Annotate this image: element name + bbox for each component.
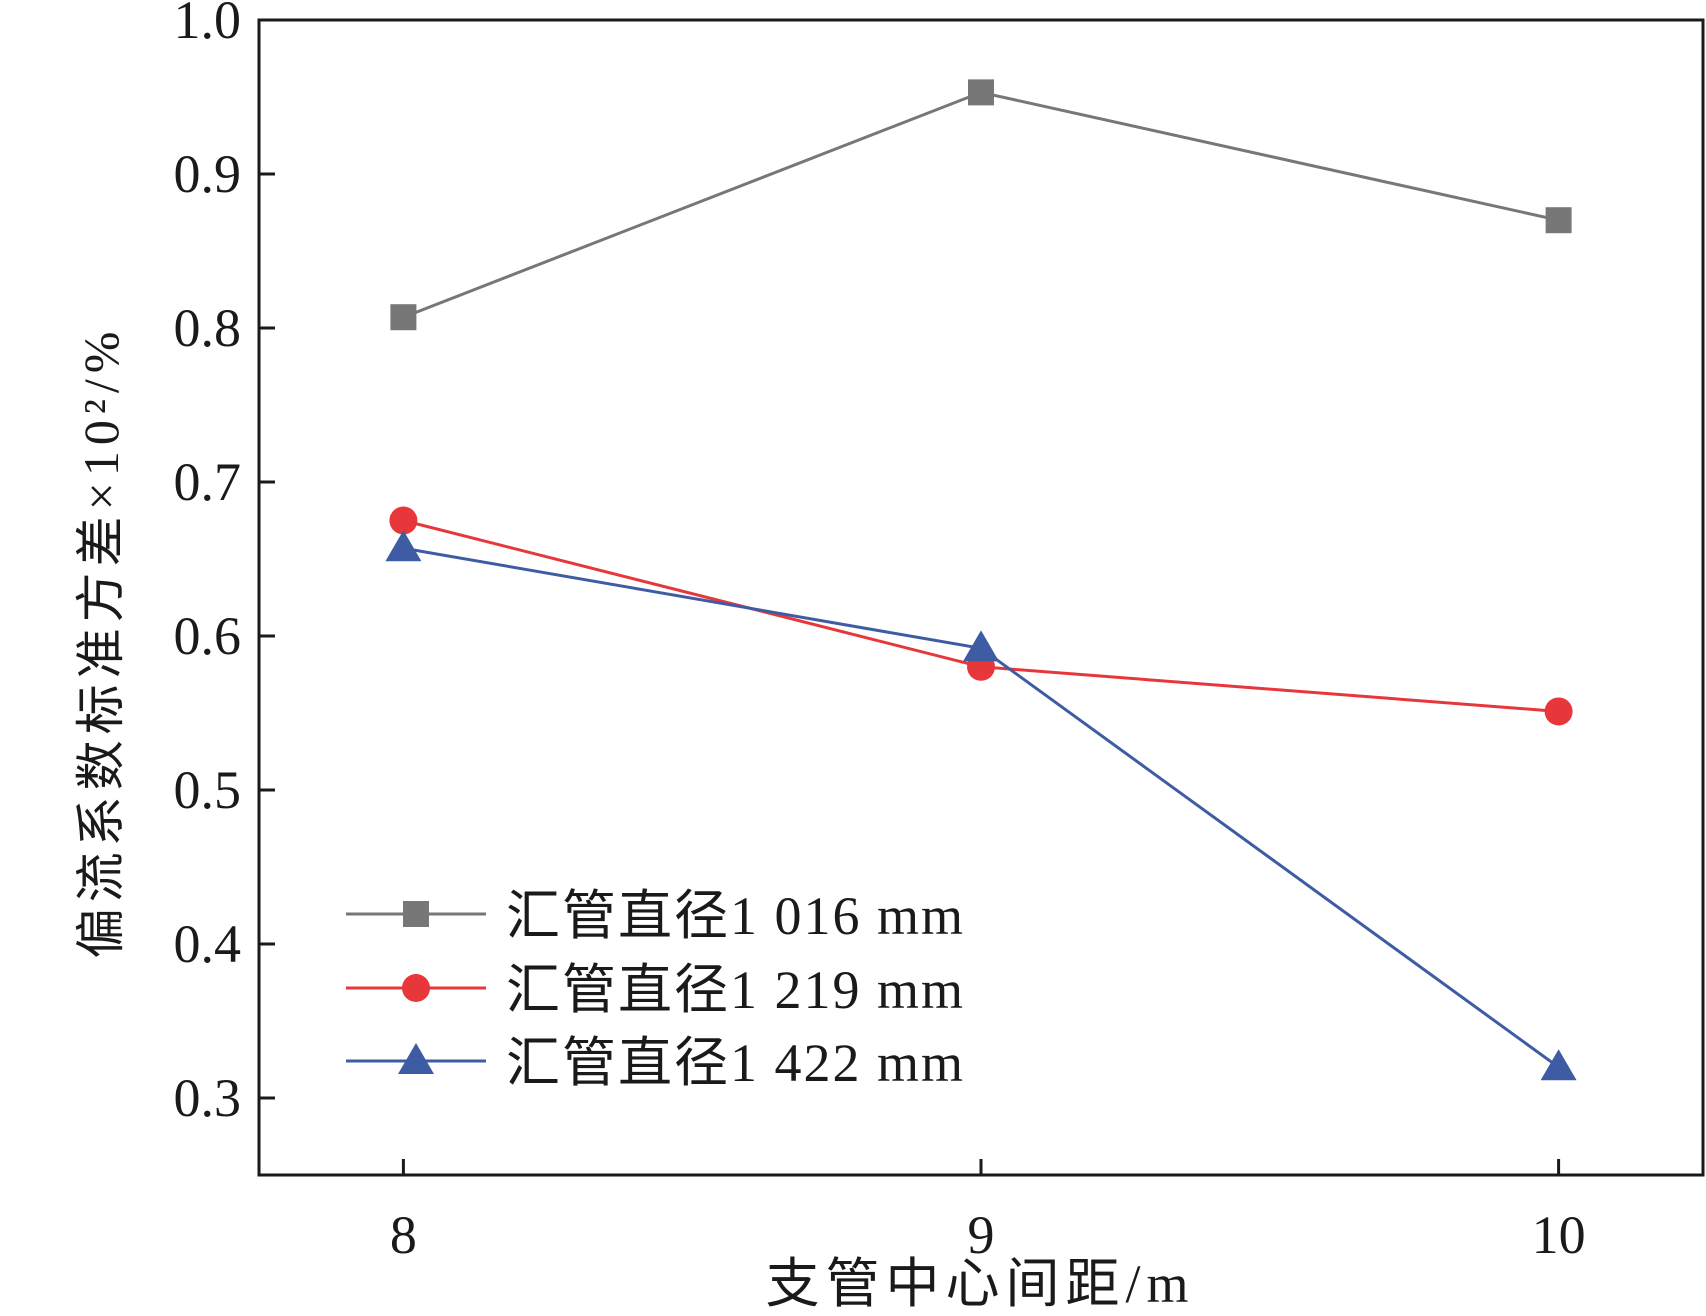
x-axis-label: 支管中心间距/m xyxy=(765,1254,1194,1314)
plot-frame xyxy=(257,18,1705,1177)
y-tick-label: 0.9 xyxy=(174,144,242,204)
data-point-triangle xyxy=(963,630,999,662)
data-point-triangle xyxy=(385,530,422,562)
data-point-square xyxy=(1545,207,1572,234)
y-tick-label: 0.8 xyxy=(174,298,242,358)
legend-item: 汇管直径1 016 mm xyxy=(346,886,965,946)
x-tick-label: 9 xyxy=(968,1205,995,1265)
legend-label: 汇管直径1 016 mm xyxy=(506,886,965,946)
legend-marker-circle xyxy=(402,974,430,1002)
y-tick-label: 1.0 xyxy=(174,0,242,50)
x-tick-label: 8 xyxy=(390,1205,417,1265)
legend-item: 汇管直径1 219 mm xyxy=(346,960,965,1020)
y-tick-label: 0.4 xyxy=(174,914,242,974)
legend-marker-triangle xyxy=(398,1043,434,1074)
data-point-circle xyxy=(1544,697,1573,726)
series-3 xyxy=(385,530,1577,1081)
series-2 xyxy=(389,506,1573,726)
series-line xyxy=(402,90,1559,319)
legend-item: 汇管直径1 422 mm xyxy=(346,1033,965,1093)
legend-marker-square xyxy=(403,901,429,927)
series-line xyxy=(403,519,1559,713)
y-tick-label: 0.7 xyxy=(174,452,242,512)
legend-label: 汇管直径1 422 mm xyxy=(506,1033,965,1093)
y-tick-label: 0.6 xyxy=(174,606,242,666)
y-axis-label: 偏流系数标准方差×10²/% xyxy=(73,326,129,959)
data-point-square xyxy=(968,79,994,106)
x-tick-label: 10 xyxy=(1532,1205,1586,1265)
series-layer xyxy=(385,79,1577,1081)
legend-label: 汇管直径1 219 mm xyxy=(506,960,965,1020)
series-1 xyxy=(390,79,1572,331)
data-point-square xyxy=(390,304,417,331)
data-point-circle xyxy=(389,506,418,535)
data-point-triangle xyxy=(1540,1049,1577,1081)
y-tick-label: 0.5 xyxy=(174,760,242,820)
y-tick-label: 0.3 xyxy=(174,1068,242,1128)
legend: 汇管直径1 016 mm 汇管直径1 219 mm 汇管直径1 422 mm xyxy=(346,886,965,1093)
axis-ticks: 0.3 0.4 0.5 0.6 0.7 0.8 0.9 1.0 8 9 10 xyxy=(174,0,1586,1265)
